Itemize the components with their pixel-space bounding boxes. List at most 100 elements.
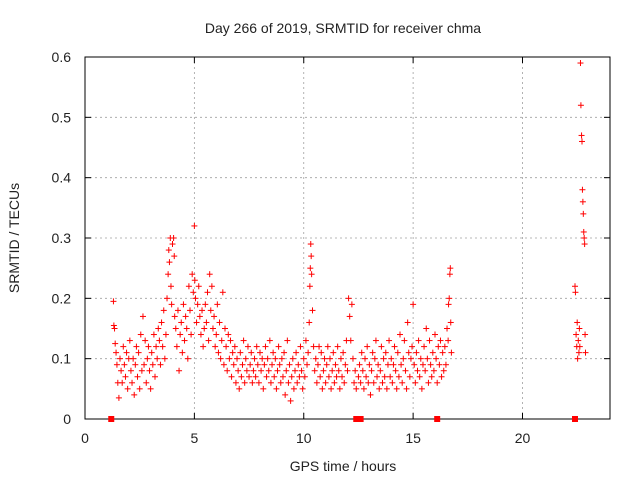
data-point	[330, 349, 337, 356]
chart-title: Day 266 of 2019, SRMTID for receiver chm…	[205, 20, 481, 36]
data-point	[447, 319, 454, 326]
data-point	[402, 367, 409, 374]
data-point	[204, 289, 211, 296]
data-point	[381, 373, 388, 380]
data-point	[272, 355, 279, 362]
data-point	[317, 373, 324, 380]
data-point	[230, 361, 237, 368]
data-point	[110, 298, 117, 305]
data-point	[229, 349, 236, 356]
data-point	[205, 337, 212, 344]
data-point	[241, 379, 248, 386]
data-point	[271, 373, 278, 380]
zero-value-point	[357, 416, 364, 422]
data-point	[374, 373, 381, 380]
data-point	[430, 367, 437, 374]
data-point	[399, 379, 406, 386]
data-point	[190, 289, 197, 296]
data-point	[400, 355, 407, 362]
data-point	[312, 355, 319, 362]
data-point	[346, 313, 353, 320]
data-point	[306, 319, 313, 326]
data-point	[262, 343, 269, 350]
data-point	[351, 379, 358, 386]
data-point	[438, 373, 445, 380]
data-point	[390, 361, 397, 368]
data-point	[273, 385, 280, 392]
x-tick-label: 10	[296, 430, 312, 446]
data-point	[290, 385, 297, 392]
data-point	[403, 385, 410, 392]
data-point	[421, 343, 428, 350]
data-point	[126, 337, 133, 344]
y-axis-label: SRMTID / TECUs	[6, 183, 22, 293]
data-point	[377, 367, 384, 374]
data-point	[445, 301, 452, 308]
data-point	[235, 367, 242, 374]
data-point	[574, 355, 581, 362]
data-point	[196, 313, 203, 320]
data-point	[120, 343, 127, 350]
data-point	[316, 343, 323, 350]
data-point	[306, 283, 313, 290]
data-point	[578, 132, 585, 139]
data-point	[123, 349, 130, 356]
data-point	[242, 355, 249, 362]
data-point	[222, 325, 228, 332]
data-point	[572, 283, 578, 290]
data-point	[318, 349, 325, 356]
data-point	[446, 295, 453, 302]
data-point	[416, 373, 423, 380]
data-point	[392, 367, 399, 374]
data-point	[401, 337, 408, 344]
data-point	[334, 343, 341, 350]
data-point	[237, 349, 244, 356]
data-point	[320, 367, 327, 374]
data-point	[577, 60, 584, 67]
data-point	[124, 385, 131, 392]
data-point	[248, 349, 255, 356]
data-point	[234, 355, 241, 362]
data-point	[395, 373, 402, 380]
data-point	[184, 355, 191, 362]
data-point	[165, 271, 172, 278]
data-point	[170, 235, 177, 241]
data-point	[263, 373, 270, 380]
data-point	[332, 361, 339, 368]
data-point	[265, 367, 272, 374]
data-point	[164, 295, 171, 302]
data-point	[307, 241, 314, 248]
data-point	[200, 343, 207, 350]
data-point	[370, 379, 377, 386]
data-point	[418, 385, 425, 392]
x-tick-label: 5	[190, 430, 198, 446]
data-point	[423, 325, 430, 332]
data-point	[223, 343, 230, 350]
data-point	[349, 355, 356, 362]
data-point	[308, 271, 315, 278]
data-point	[359, 367, 366, 374]
data-point	[579, 186, 586, 193]
data-point	[218, 337, 225, 344]
data-point	[302, 337, 309, 344]
data-point	[295, 361, 302, 368]
data-point	[329, 367, 336, 374]
data-point	[404, 319, 411, 326]
data-point	[384, 361, 391, 368]
data-point	[259, 355, 266, 362]
data-point	[436, 361, 443, 368]
data-point	[366, 361, 373, 368]
data-point	[347, 337, 354, 344]
data-point	[161, 355, 168, 362]
data-point	[407, 355, 414, 362]
data-point	[286, 361, 293, 368]
data-point	[269, 361, 276, 368]
data-point	[293, 349, 300, 356]
data-point	[144, 355, 151, 362]
data-point	[183, 325, 190, 332]
data-point	[147, 385, 154, 392]
data-point	[159, 343, 166, 350]
data-point	[127, 367, 134, 374]
data-point	[319, 385, 326, 392]
data-point	[360, 385, 367, 392]
